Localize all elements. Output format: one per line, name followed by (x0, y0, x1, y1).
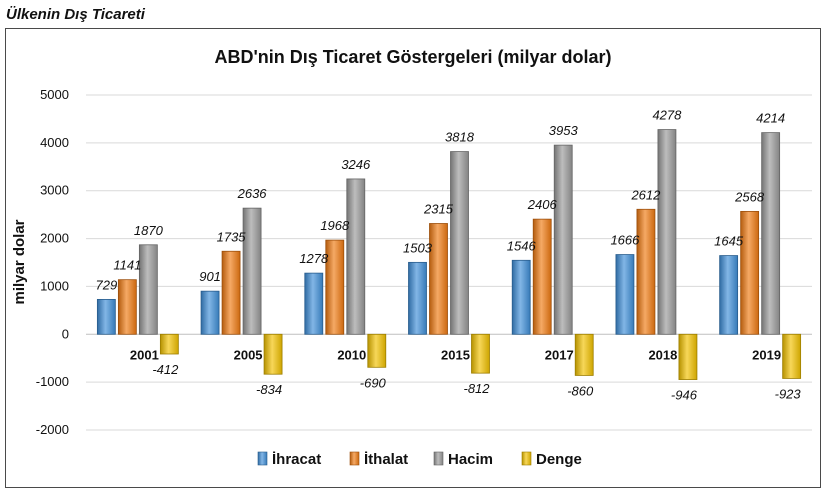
legend-swatch-ihracat (257, 451, 268, 466)
legend-label-ihracat: İhracat (272, 451, 321, 468)
y-tick-label: -1000 (36, 374, 69, 389)
data-label-denge-2005: -834 (256, 382, 282, 397)
data-label-denge-2010: -690 (360, 375, 387, 390)
data-label-ihracat-2017: 1546 (507, 238, 537, 253)
data-label-denge-2019: -923 (775, 386, 802, 401)
bar-ithalat-2019 (740, 210, 760, 335)
data-label-denge-2017: -860 (567, 383, 594, 398)
data-label-ihracat-2018: 1666 (610, 233, 640, 248)
bar-denge-2018 (678, 333, 698, 380)
bar-hacim-2018 (657, 129, 677, 335)
data-label-ithalat-2010: 1968 (320, 218, 350, 233)
y-tick-label: 0 (62, 326, 69, 341)
y-tick-label: 2000 (40, 231, 69, 246)
y-axis-ticks: 5000 4000 3000 2000 1000 0 -1000 -2000 (36, 87, 69, 437)
bar-hacim-2005 (242, 207, 262, 335)
bar-denge-2019 (782, 333, 802, 379)
legend-label-hacim: Hacim (448, 451, 493, 468)
data-label-ihracat-2001: 729 (96, 277, 118, 292)
bar-hacim-2015 (450, 151, 469, 335)
y-tick-label: 5000 (40, 87, 69, 102)
bars (96, 129, 802, 380)
bar-hacim-2017 (553, 144, 573, 335)
bar-ihracat-2005 (200, 290, 220, 335)
y-axis-label: milyar dolar (11, 219, 28, 304)
bar-hacim-2001 (138, 244, 158, 335)
legend-swatch-hacim (433, 451, 444, 466)
bar-denge-2005 (263, 333, 283, 375)
bar-denge-2010 (367, 333, 387, 368)
data-label-hacim-2010: 3246 (341, 157, 371, 172)
bar-ihracat-2015 (408, 261, 427, 335)
bar-ihracat-2001 (96, 298, 116, 335)
data-label-ithalat-2018: 2612 (630, 187, 661, 202)
bar-ihracat-2010 (304, 272, 324, 335)
y-tick-label: 4000 (40, 135, 69, 150)
bar-ithalat-2017 (532, 218, 552, 335)
category-labels: 2001 2005 2010 2015 2017 2018 2019 (130, 347, 781, 362)
data-label-ithalat-2017: 2406 (527, 197, 558, 212)
bar-hacim-2019 (761, 132, 781, 335)
bar-ihracat-2018 (615, 254, 635, 335)
bar-denge-2017 (574, 333, 594, 376)
gridlines (86, 94, 812, 431)
data-label-ithalat-2001: 1141 (113, 258, 141, 273)
category-label-2018: 2018 (648, 347, 677, 362)
category-label-2015: 2015 (441, 347, 470, 362)
data-label-hacim-2001: 1870 (134, 223, 164, 238)
data-label-ihracat-2015: 1503 (403, 240, 433, 255)
bar-ihracat-2019 (719, 255, 739, 335)
legend-swatch-ithalat (349, 451, 360, 466)
bar-ithalat-2001 (117, 279, 137, 335)
bar-ihracat-2017 (511, 259, 531, 335)
data-label-hacim-2005: 2636 (237, 186, 268, 201)
legend: İhracat İthalat Hacim Denge (257, 451, 582, 468)
data-label-hacim-2017: 3953 (549, 123, 579, 138)
data-label-ithalat-2005: 1735 (217, 229, 247, 244)
data-label-denge-2015: -812 (463, 381, 490, 396)
category-label-2010: 2010 (337, 347, 366, 362)
bar-ithalat-2018 (636, 208, 656, 335)
chart-title: ABD'nin Dış Ticaret Göstergeleri (milyar… (214, 47, 611, 67)
category-label-2019: 2019 (752, 347, 781, 362)
bar-ithalat-2010 (325, 239, 345, 335)
data-label-hacim-2019: 4214 (756, 111, 785, 126)
y-tick-label: 1000 (40, 278, 69, 293)
legend-swatch-denge (521, 451, 532, 466)
data-label-hacim-2018: 4278 (652, 108, 682, 123)
category-label-2001: 2001 (130, 347, 159, 362)
data-label-ihracat-2005: 901 (199, 269, 221, 284)
bar-ithalat-2005 (221, 250, 241, 335)
data-label-ihracat-2010: 1278 (299, 251, 329, 266)
category-label-2005: 2005 (234, 347, 263, 362)
data-labels: 729 1141 1870 -412 901 1735 2636 -834 1278 1968 32… (96, 108, 802, 403)
data-label-ithalat-2019: 2568 (734, 189, 765, 204)
data-label-ithalat-2015: 2315 (423, 201, 454, 216)
data-label-ihracat-2019: 1645 (714, 234, 744, 249)
data-label-hacim-2015: 3818 (445, 130, 475, 145)
category-label-2017: 2017 (545, 347, 574, 362)
data-label-denge-2001: -412 (152, 362, 179, 377)
bar-denge-2001 (159, 333, 179, 355)
y-tick-label: -2000 (36, 422, 69, 437)
bar-denge-2015 (471, 333, 490, 374)
bar-hacim-2010 (346, 178, 366, 335)
page-heading: Ülkenin Dış Ticareti (6, 6, 145, 23)
y-tick-label: 3000 (40, 183, 69, 198)
data-label-denge-2018: -946 (671, 388, 698, 403)
bar-ithalat-2015 (429, 223, 448, 335)
legend-label-denge: Denge (536, 451, 582, 468)
legend-label-ithalat: İthalat (364, 451, 408, 468)
